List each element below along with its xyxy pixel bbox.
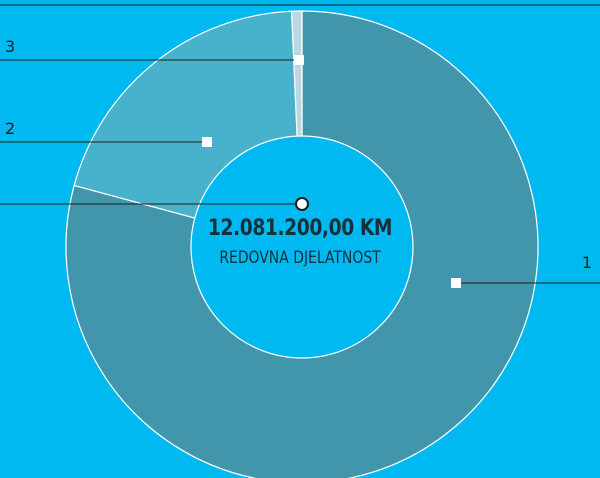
slice-marker-2 bbox=[202, 137, 212, 147]
slice-leaders: 1 2 3 bbox=[0, 37, 600, 288]
slice-label-1: 1 bbox=[582, 253, 592, 272]
donut-hole bbox=[190, 135, 414, 359]
slice-marker-3 bbox=[294, 55, 304, 65]
slice-marker-1 bbox=[451, 278, 461, 288]
center-marker bbox=[295, 197, 309, 211]
center-text: 12.081.200,00 KM REDOVNA DJELATNOST bbox=[190, 215, 410, 269]
total-caption: REDOVNA DJELATNOST bbox=[219, 248, 381, 268]
slice-label-3: 3 bbox=[5, 37, 15, 56]
slice-label-2: 2 bbox=[5, 119, 15, 138]
total-amount: 12.081.200,00 KM bbox=[207, 216, 393, 241]
